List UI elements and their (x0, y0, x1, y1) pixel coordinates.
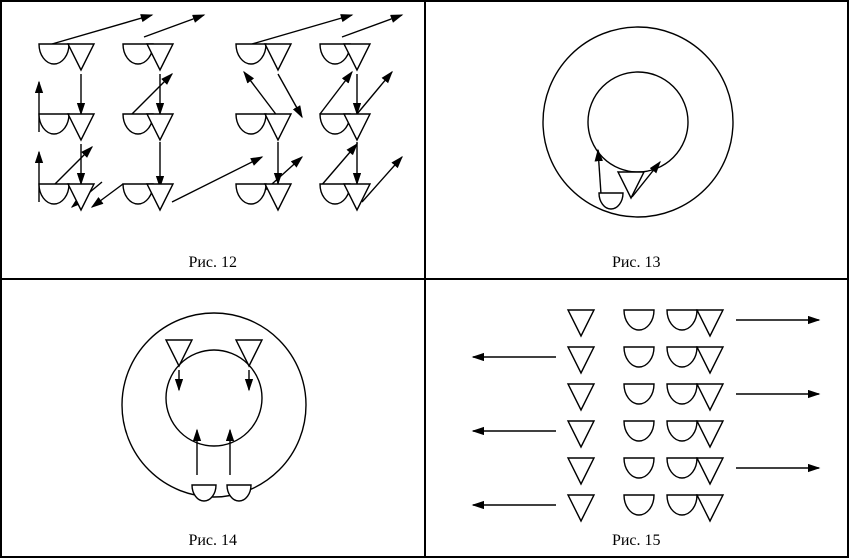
panel-15: Рис. 15 (425, 279, 849, 557)
panel-14: Рис. 14 (1, 279, 425, 557)
panel-13: Рис. 13 (425, 1, 849, 279)
panel-12: Рис. 12 (1, 1, 425, 279)
diagram-grid: Рис. 12 Рис. 13 Рис. 14 Рис. 15 (0, 0, 849, 558)
